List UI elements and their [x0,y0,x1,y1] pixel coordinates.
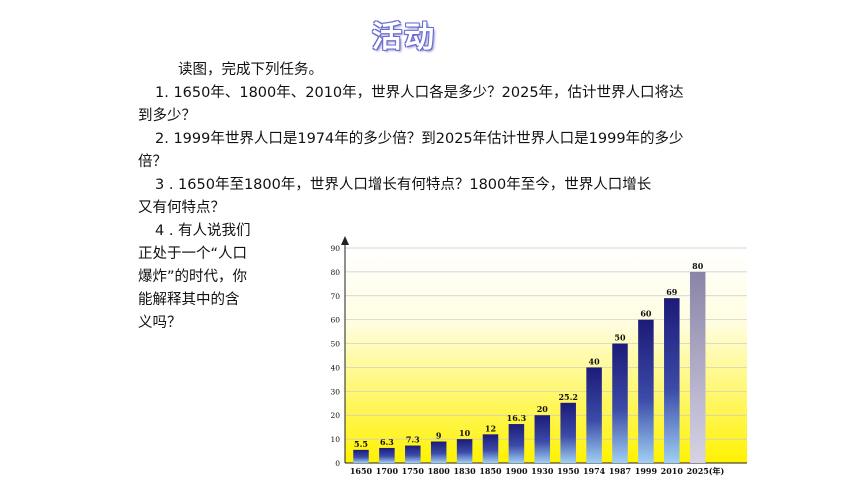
activity-title: 活动 [372,20,436,55]
bar-1974 [586,367,602,463]
population-bar-chart: 0 10 20 30 40 50 60 70 80 90 5.5 6.3 7.3 9 10 12 16.3 20… [330,236,747,476]
question-4-line-1: 4 . 有人说我们 [155,223,251,239]
bar-1900 [508,424,525,463]
bar-1700 [379,447,395,463]
y-tick-labels: 0 10 20 30 40 50 60 70 80 90 [330,244,340,468]
y-tick-label: 40 [330,363,340,372]
x-tick-label-1800: 1800 [428,466,451,476]
x-tick-label-1750: 1750 [402,466,425,476]
x-tick-label-1830: 1830 [453,466,476,476]
x-tick-label-1950: 1950 [557,466,580,476]
data-label-1950: 25.2 [558,392,577,402]
y-axis-arrow [341,236,349,245]
y-tick-label: 30 [330,387,340,396]
x-tick-label-1700: 1700 [376,466,399,476]
y-tick-label: 70 [330,292,340,301]
question-2-line-2: 倍？ [138,154,167,170]
data-label-1987: 50 [614,333,626,343]
x-tick-label-1987: 1987 [609,466,631,476]
y-tick-label: 90 [330,244,340,253]
data-label-1700: 6.3 [380,437,394,447]
bar-1999 [638,319,654,463]
data-label-1900: 16.3 [507,413,527,423]
data-label-1999: 60 [640,309,652,319]
question-3-line-1: 3 . 1650年至1800年，世界人口增长有何特点？1800年至今，世界人口增… [155,177,652,193]
y-tick-label: 0 [335,459,340,468]
x-unit-label: (年) [709,466,725,476]
x-tick-label-2010: 2010 [661,466,684,476]
question-4-line-5: 义吗？ [138,315,182,331]
x-tick-labels: 1650 1700 1750 1800 1830 1850 1900 1930 1950 1974… [350,466,709,476]
bar-1987 [612,343,628,463]
bar-1650 [353,449,369,463]
x-tick-label-1999: 1999 [635,466,658,476]
data-label-1974: 40 [589,356,601,366]
x-tick-label-2025: 2025 [687,466,709,476]
bar-1850 [482,434,499,463]
data-label-1650: 5.5 [354,439,368,449]
question-4-line-2: 正处于一个“人口 [138,246,248,262]
bar-2010 [664,298,680,463]
question-4-line-3: 爆炸”的时代，你 [138,269,248,285]
question-2-line-1: 2. 1999年世界人口是1974年的多少倍？到2025年估计世界人口是1999… [155,131,684,147]
data-label-1830: 10 [459,428,471,438]
data-label-2010: 69 [666,287,678,297]
y-tick-label: 80 [330,268,340,277]
intro-text: 读图，完成下列任务。 [178,62,323,78]
bar-1930 [534,415,551,463]
x-tick-label-1930: 1930 [531,466,554,476]
question-4-line-4: 能解释其中的含 [138,292,240,308]
x-tick-label-1900: 1900 [505,466,528,476]
question-3-line-2: 又有何特点？ [138,200,225,216]
bar-1950 [560,402,576,463]
y-tick-label: 50 [330,340,340,349]
data-label-1850: 12 [485,423,496,433]
y-tick-label: 60 [330,316,340,325]
bar-1800 [430,441,447,463]
bar-2025 [689,271,706,463]
data-label-1800: 9 [436,431,442,441]
x-tick-label-1650: 1650 [350,466,373,476]
bar-1750 [405,445,421,463]
bar-1830 [456,439,473,463]
question-1-line-2: 到多少？ [138,108,196,124]
x-tick-label-1850: 1850 [479,466,502,476]
data-label-2025: 80 [692,261,704,271]
data-label-1930: 20 [537,404,549,414]
data-label-1750: 7.3 [406,435,420,445]
bars: 5.5 6.3 7.3 9 10 12 16.3 20 25.2 40 50 60 69 80 [353,261,706,463]
x-tick-label-1974: 1974 [583,466,606,476]
y-tick-label: 10 [330,435,340,444]
question-1-line-1: 1. 1650年、1800年、2010年，世界人口各是多少？2025年，估计世界… [155,85,684,101]
y-tick-label: 20 [330,411,340,420]
